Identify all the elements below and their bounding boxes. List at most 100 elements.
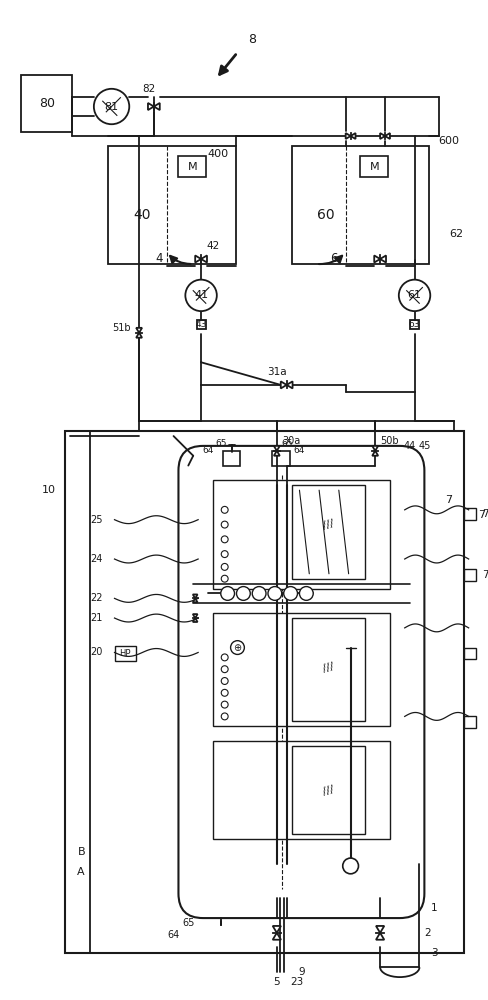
Text: 1: 1 xyxy=(431,903,438,913)
Circle shape xyxy=(221,551,228,558)
Bar xyxy=(464,716,475,728)
Polygon shape xyxy=(374,255,380,263)
Text: 65: 65 xyxy=(215,439,226,448)
Circle shape xyxy=(221,536,228,543)
Bar xyxy=(179,156,206,177)
Text: 40: 40 xyxy=(133,208,151,222)
Bar xyxy=(292,618,366,721)
Text: 63: 63 xyxy=(409,320,420,329)
Circle shape xyxy=(221,575,228,582)
Circle shape xyxy=(221,521,228,528)
Polygon shape xyxy=(136,333,142,338)
Polygon shape xyxy=(281,381,286,388)
Text: 65: 65 xyxy=(281,439,292,448)
Text: 400: 400 xyxy=(207,149,228,159)
Circle shape xyxy=(221,654,228,661)
Text: 81: 81 xyxy=(104,102,119,112)
Text: ///: /// xyxy=(321,784,335,796)
Bar xyxy=(213,480,390,589)
Circle shape xyxy=(399,280,430,311)
Text: 30a: 30a xyxy=(283,436,301,446)
Bar xyxy=(108,146,236,264)
Bar xyxy=(21,75,72,132)
Text: 7: 7 xyxy=(482,570,488,580)
Text: 4: 4 xyxy=(155,252,163,265)
Circle shape xyxy=(237,587,250,600)
Text: 61: 61 xyxy=(407,290,422,300)
Text: 20: 20 xyxy=(90,647,102,657)
Text: 6: 6 xyxy=(330,252,338,265)
Text: 51b: 51b xyxy=(112,323,131,333)
Circle shape xyxy=(268,587,282,600)
Text: 41: 41 xyxy=(194,290,208,300)
Polygon shape xyxy=(154,103,160,110)
Polygon shape xyxy=(346,133,350,139)
Text: 7: 7 xyxy=(478,510,485,520)
Text: 44: 44 xyxy=(404,441,416,451)
Circle shape xyxy=(221,587,235,600)
Circle shape xyxy=(221,713,228,720)
Text: 22: 22 xyxy=(90,593,102,603)
Circle shape xyxy=(221,678,228,684)
Polygon shape xyxy=(385,133,390,139)
Circle shape xyxy=(221,563,228,570)
Text: 64: 64 xyxy=(167,930,180,940)
Polygon shape xyxy=(274,451,280,456)
Polygon shape xyxy=(148,103,154,110)
Text: ///: /// xyxy=(321,661,335,674)
Text: 9: 9 xyxy=(298,967,305,977)
Polygon shape xyxy=(195,255,201,263)
Text: B: B xyxy=(78,847,85,857)
Bar xyxy=(272,451,289,466)
Bar xyxy=(464,508,475,520)
Text: 42: 42 xyxy=(206,241,220,251)
Circle shape xyxy=(252,587,266,600)
Circle shape xyxy=(231,641,244,654)
Circle shape xyxy=(300,587,313,600)
Text: 45: 45 xyxy=(418,441,430,451)
Polygon shape xyxy=(273,933,281,940)
Text: M: M xyxy=(369,162,379,172)
Polygon shape xyxy=(193,598,198,602)
Text: ⊕: ⊕ xyxy=(233,643,242,653)
Text: 82: 82 xyxy=(142,84,156,94)
Circle shape xyxy=(221,506,228,513)
Polygon shape xyxy=(380,133,385,139)
Bar xyxy=(65,431,464,953)
Polygon shape xyxy=(286,381,293,388)
Bar xyxy=(292,746,366,834)
Polygon shape xyxy=(376,933,384,940)
Polygon shape xyxy=(372,446,378,451)
Circle shape xyxy=(284,587,298,600)
Polygon shape xyxy=(136,328,142,333)
Bar xyxy=(410,320,419,329)
Bar xyxy=(213,613,390,726)
Text: A: A xyxy=(78,867,85,877)
Circle shape xyxy=(185,280,217,311)
Text: 600: 600 xyxy=(439,136,460,146)
FancyBboxPatch shape xyxy=(179,446,425,918)
Text: 23: 23 xyxy=(290,977,303,987)
Text: 65: 65 xyxy=(182,918,195,928)
Polygon shape xyxy=(376,926,384,933)
Polygon shape xyxy=(193,594,198,598)
Bar xyxy=(464,569,475,581)
Circle shape xyxy=(221,689,228,696)
Text: 8: 8 xyxy=(248,33,256,46)
Text: 3: 3 xyxy=(431,948,438,958)
Text: M: M xyxy=(187,162,197,172)
Circle shape xyxy=(94,89,129,124)
Text: 5: 5 xyxy=(273,977,280,987)
Bar xyxy=(213,741,390,839)
Bar xyxy=(464,648,475,659)
Bar xyxy=(115,646,136,661)
Bar xyxy=(292,146,429,264)
Text: 25: 25 xyxy=(90,515,102,525)
Polygon shape xyxy=(273,926,281,933)
Text: ///: /// xyxy=(321,518,335,531)
Polygon shape xyxy=(274,446,280,451)
Polygon shape xyxy=(193,618,198,622)
Text: 21: 21 xyxy=(90,613,102,623)
Bar xyxy=(292,485,366,579)
Text: 60: 60 xyxy=(317,208,335,222)
